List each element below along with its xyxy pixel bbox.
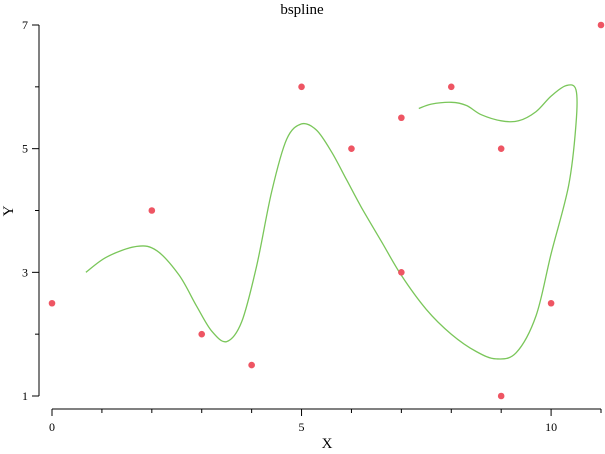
data-point [48,299,56,307]
x-tick-label: 5 [299,420,305,434]
x-axis-label: X [322,436,333,452]
curve-layer [85,84,578,360]
axis-ticks: 0 5 10 1 3 5 7 [22,18,602,434]
y-axis-label: Y [1,205,17,216]
data-point [398,114,405,122]
y-tick-label: 7 [22,18,28,32]
data-point [547,299,555,307]
data-point [597,21,605,29]
data-point [497,392,505,400]
data-point [248,361,255,369]
data-point [447,83,455,91]
data-point [348,145,355,152]
bspline-curve [85,84,578,360]
data-point [497,145,505,152]
data-point [148,207,156,214]
chart-title: bspline [280,2,324,18]
data-point [398,269,405,276]
data-point [298,83,305,91]
x-tick-label: 10 [545,420,557,434]
y-tick-label: 3 [22,265,28,279]
data-point [198,330,206,338]
x-tick-label: 0 [49,420,55,434]
y-tick-label: 1 [22,389,28,403]
points-layer [48,21,605,400]
y-tick-label: 5 [22,142,28,156]
